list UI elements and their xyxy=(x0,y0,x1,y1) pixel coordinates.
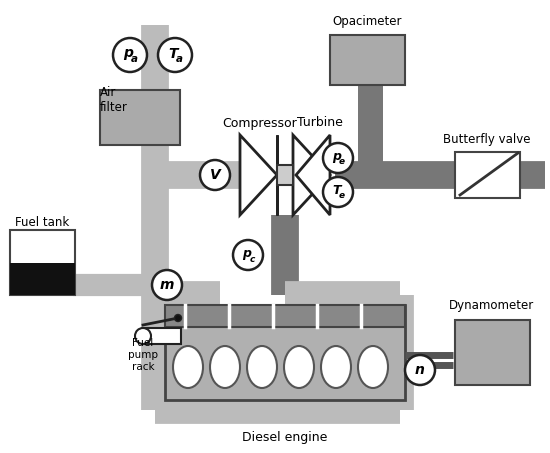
Circle shape xyxy=(174,314,182,322)
Bar xyxy=(10,263,75,295)
Circle shape xyxy=(152,270,182,300)
Ellipse shape xyxy=(284,346,314,388)
Text: T: T xyxy=(169,47,178,61)
Text: a: a xyxy=(175,54,183,64)
Polygon shape xyxy=(296,135,330,215)
Text: n: n xyxy=(415,363,425,377)
Text: e: e xyxy=(339,192,345,201)
Bar xyxy=(143,328,181,344)
Bar xyxy=(455,152,520,198)
Text: e: e xyxy=(339,158,345,167)
Circle shape xyxy=(158,38,192,72)
Text: p: p xyxy=(124,47,134,61)
Bar xyxy=(277,165,293,185)
Text: p: p xyxy=(332,150,341,163)
Text: Fuel tank: Fuel tank xyxy=(15,216,69,228)
Circle shape xyxy=(405,355,435,385)
Polygon shape xyxy=(240,135,277,215)
Bar xyxy=(330,35,405,85)
Polygon shape xyxy=(293,135,330,215)
Ellipse shape xyxy=(247,346,277,388)
Ellipse shape xyxy=(358,346,388,388)
Bar xyxy=(10,230,75,295)
Circle shape xyxy=(113,38,147,72)
Circle shape xyxy=(135,328,151,344)
Text: V: V xyxy=(210,168,221,182)
Text: Butterfly valve: Butterfly valve xyxy=(443,134,531,146)
Circle shape xyxy=(200,160,230,190)
Ellipse shape xyxy=(321,346,351,388)
Text: T: T xyxy=(332,184,341,197)
Bar xyxy=(165,305,405,327)
Text: Air
filter: Air filter xyxy=(100,86,128,114)
Text: Diesel engine: Diesel engine xyxy=(243,432,328,444)
Bar xyxy=(455,320,530,385)
Circle shape xyxy=(233,240,263,270)
Circle shape xyxy=(323,177,353,207)
Bar xyxy=(100,90,180,145)
Text: Fuel
pump
rack: Fuel pump rack xyxy=(128,338,158,371)
Text: Opacimeter: Opacimeter xyxy=(332,15,402,29)
Text: c: c xyxy=(249,255,255,264)
Ellipse shape xyxy=(173,346,203,388)
Text: Dynamometer: Dynamometer xyxy=(449,299,535,312)
Text: m: m xyxy=(160,278,174,292)
Circle shape xyxy=(323,143,353,173)
Text: a: a xyxy=(130,54,138,64)
Ellipse shape xyxy=(210,346,240,388)
Text: p: p xyxy=(242,247,251,260)
Text: Compressor: Compressor xyxy=(223,116,298,130)
Bar xyxy=(165,305,405,400)
Text: Turbine: Turbine xyxy=(297,116,343,130)
